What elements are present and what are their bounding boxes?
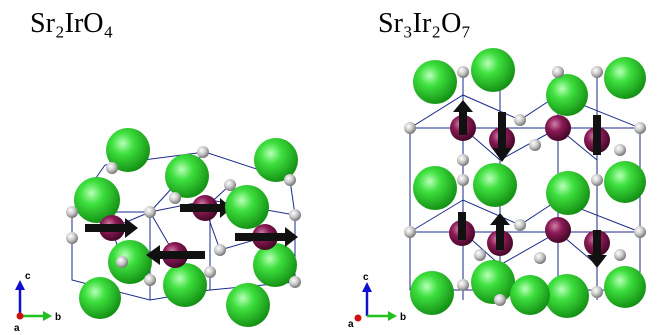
axis-label: a (14, 323, 20, 334)
axis-label: c (363, 272, 369, 283)
panel-title: Sr₂IrO₄ (30, 8, 113, 39)
axis-label: a (348, 319, 354, 330)
axis-label: b (400, 312, 406, 323)
axis-triad: c b a (348, 272, 406, 330)
axis-triad: c b a (14, 271, 61, 334)
panel-title: Sr₃Ir₂O₇ (378, 8, 471, 39)
sr-atoms (410, 48, 646, 318)
structure-sr2iro4: c b a (14, 128, 301, 334)
structure-sr3ir2o7: c b a (348, 48, 646, 330)
axis-label: c (25, 271, 31, 282)
axis-label: b (55, 312, 61, 323)
figure: Sr₂IrO₄ Sr₃Ir₂O₇ (0, 0, 662, 335)
